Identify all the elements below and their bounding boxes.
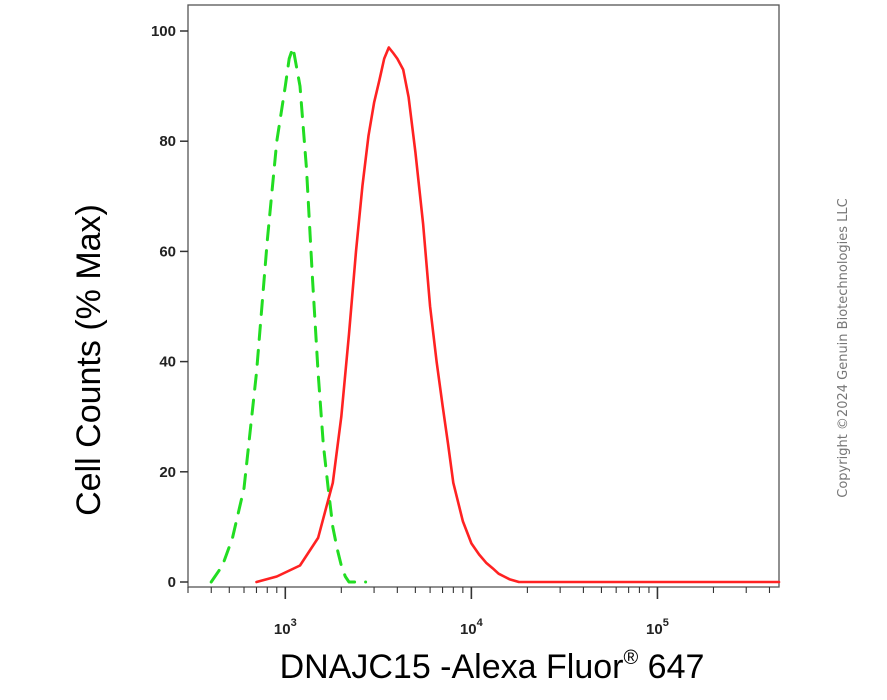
x-tick-label-base: 10 (646, 621, 663, 638)
x-tick-label: 105 (646, 617, 669, 638)
x-axis: 103 104 105 (187, 587, 771, 638)
control-histogram-line (209, 46, 368, 584)
x-tick-label-exponent: 3 (291, 617, 297, 629)
y-axis-title: Cell Counts (% Max) (70, 204, 108, 516)
x-tick-label-exponent: 5 (663, 617, 669, 629)
copyright-text: Copyright ©2024 Genuin Biotechnologies L… (836, 198, 851, 497)
y-tick-label: 40 (159, 354, 176, 371)
sample-histogram-line (255, 46, 781, 584)
x-tick-label-base: 10 (274, 621, 291, 638)
x-tick-label: 104 (460, 617, 484, 638)
y-tick-label: 0 (168, 574, 176, 591)
y-tick-label: 20 (159, 464, 176, 481)
x-axis-title-main: DNAJC15 -Alexa Fluor (280, 648, 624, 686)
y-tick-label: 60 (159, 243, 176, 260)
x-axis-title: DNAJC15 -Alexa Fluor® 647 (280, 647, 705, 686)
y-tick-label: 100 (151, 23, 176, 40)
plot-frame (187, 4, 780, 588)
y-tick-label: 80 (159, 133, 176, 150)
x-tick-label-base: 10 (460, 621, 477, 638)
x-tick-label-exponent: 4 (477, 617, 484, 629)
y-axis: 0 20 40 60 80 100 (151, 23, 188, 591)
x-axis-title-registered: ® (623, 647, 638, 669)
plot-border (187, 4, 780, 588)
x-axis-title-suffix: 647 (638, 648, 704, 686)
x-tick-label: 103 (274, 617, 297, 638)
series-layer (209, 46, 781, 584)
